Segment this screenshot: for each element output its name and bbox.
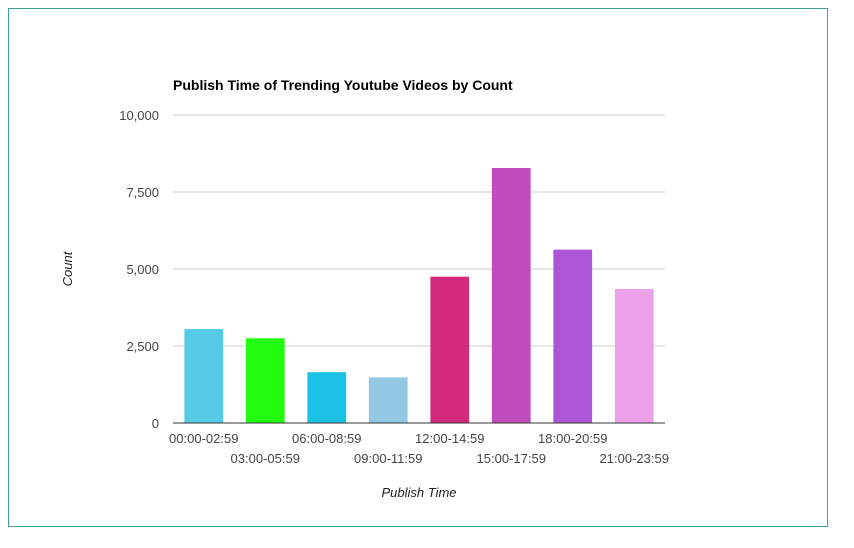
bar xyxy=(245,338,285,423)
bar xyxy=(614,289,654,423)
x-tick-label: 18:00-20:59 xyxy=(538,431,607,446)
x-axis-ticks: 00:00-02:59 03:00-05:59 06:00-08:59 09:00-1… xyxy=(169,431,669,466)
chart-title: Publish Time of Trending Youtube Videos … xyxy=(173,77,513,93)
chart-frame xyxy=(8,8,828,527)
y-tick-label: 0 xyxy=(152,416,159,431)
x-tick-label: 06:00-08:59 xyxy=(292,431,361,446)
bar xyxy=(307,372,347,423)
y-tick-label: 5,000 xyxy=(126,262,159,277)
x-tick-label: 15:00-17:59 xyxy=(477,451,546,466)
bar xyxy=(368,377,408,423)
x-tick-label: 12:00-14:59 xyxy=(415,431,484,446)
x-tick-label: 09:00-11:59 xyxy=(354,451,422,466)
x-axis-label: Publish Time xyxy=(381,485,456,500)
bar xyxy=(553,249,593,423)
x-tick-label: 03:00-05:59 xyxy=(231,451,300,466)
bar xyxy=(184,329,224,423)
x-tick-label: 00:00-02:59 xyxy=(169,431,238,446)
y-axis-ticks: 0 2,500 5,000 7,500 10,000 xyxy=(119,108,159,431)
bar xyxy=(430,276,470,423)
x-tick-label: 21:00-23:59 xyxy=(600,451,669,466)
y-axis-label: Count xyxy=(60,250,75,286)
y-tick-label: 7,500 xyxy=(126,185,159,200)
bar xyxy=(491,167,531,423)
y-tick-label: 10,000 xyxy=(119,108,159,123)
bars xyxy=(184,167,654,423)
y-tick-label: 2,500 xyxy=(126,339,159,354)
